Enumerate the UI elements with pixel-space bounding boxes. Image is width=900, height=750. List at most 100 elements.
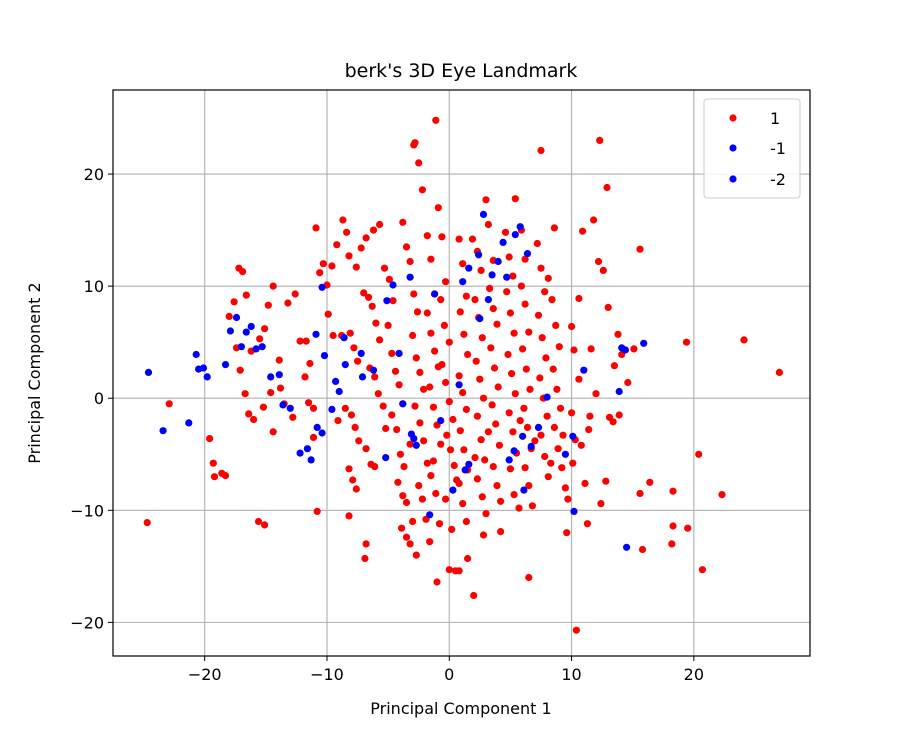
data-point-series-1: [630, 345, 638, 353]
data-point-series-1: [552, 321, 560, 329]
data-point-series-2: [407, 430, 415, 438]
data-point-series-1: [275, 356, 283, 364]
data-point-series-1: [445, 338, 453, 346]
data-point-series-1: [361, 554, 369, 563]
data-point-series-1: [411, 139, 419, 147]
data-point-series-1: [548, 296, 556, 304]
data-point-series-2: [399, 400, 407, 408]
data-point-series-1: [362, 234, 370, 242]
data-point-series-1: [489, 463, 497, 471]
data-point-series-1: [519, 345, 527, 353]
data-point-series-1: [521, 300, 529, 308]
data-point-series-1: [482, 510, 490, 518]
data-point-series-2: [303, 445, 311, 453]
data-point-series-1: [558, 464, 566, 472]
data-point-series-1: [402, 243, 411, 251]
data-point-series-2: [395, 349, 403, 357]
data-point-series-1: [488, 401, 496, 409]
data-point-series-1: [564, 495, 572, 503]
data-point-series-1: [561, 484, 570, 492]
data-point-series-2: [318, 283, 326, 291]
data-point-series-1: [482, 196, 490, 204]
y-tick-label: 10: [84, 277, 104, 296]
data-point-series-1: [261, 521, 269, 529]
data-point-series-1: [534, 311, 543, 319]
x-tick-label: −20: [188, 665, 222, 684]
data-point-series-1: [459, 500, 467, 508]
data-point-series-1: [396, 450, 404, 458]
data-point-series-1: [334, 417, 342, 425]
data-point-series-2: [159, 427, 167, 435]
data-point-series-1: [525, 482, 533, 490]
data-point-series-1: [221, 472, 230, 480]
data-point-series-1: [550, 423, 559, 431]
data-point-series-1: [355, 437, 363, 445]
data-point-series-1: [624, 378, 632, 387]
data-point-series-1: [585, 426, 593, 434]
data-point-series-2: [580, 366, 588, 374]
data-point-series-1: [569, 459, 577, 467]
data-point-series-1: [456, 427, 464, 435]
data-point-series-1: [668, 540, 676, 548]
legend-label-series-2: -1: [770, 139, 786, 158]
data-point-series-1: [429, 403, 437, 411]
data-point-series-2: [511, 231, 519, 239]
data-point-series-1: [472, 357, 480, 365]
data-point-series-1: [592, 390, 600, 398]
data-point-series-1: [577, 441, 585, 449]
data-point-series-1: [345, 252, 353, 260]
data-point-series-2: [488, 271, 496, 279]
data-point-series-1: [429, 457, 437, 465]
data-point-series-1: [536, 374, 544, 382]
data-point-series-1: [241, 390, 249, 398]
data-point-series-1: [525, 328, 533, 336]
data-point-series-2: [615, 387, 623, 396]
data-point-series-1: [438, 361, 446, 369]
data-point-series-1: [165, 400, 173, 408]
data-point-series-1: [509, 428, 517, 436]
data-point-series-1: [289, 413, 297, 421]
data-point-series-1: [538, 334, 546, 342]
data-point-series-1: [437, 296, 445, 304]
data-point-series-1: [416, 368, 424, 376]
data-point-series-2: [358, 373, 367, 381]
data-point-series-2: [226, 327, 234, 335]
data-point-series-1: [410, 290, 418, 298]
data-point-series-1: [501, 228, 510, 236]
data-point-series-1: [206, 435, 214, 443]
data-point-series-2: [543, 393, 551, 401]
data-point-series-2: [252, 345, 260, 353]
data-point-series-1: [402, 533, 411, 541]
data-point-series-1: [504, 350, 512, 359]
data-point-series-2: [286, 404, 294, 412]
legend-marker-series-2: [729, 144, 737, 152]
data-point-series-1: [395, 381, 403, 389]
data-point-series-1: [372, 319, 380, 327]
data-point-series-1: [556, 404, 565, 412]
data-point-series-2: [382, 454, 390, 462]
data-point-series-1: [352, 263, 360, 271]
data-point-series-1: [506, 465, 514, 473]
data-point-series-1: [586, 412, 594, 420]
data-point-series-1: [471, 296, 479, 304]
data-point-series-1: [597, 500, 605, 508]
data-point-series-1: [438, 233, 446, 241]
data-point-series-2: [570, 507, 578, 515]
data-point-series-2: [192, 350, 200, 359]
data-point-series-1: [376, 220, 384, 229]
y-tick-label: −20: [70, 613, 104, 632]
data-point-series-2: [484, 296, 492, 304]
data-point-series-1: [493, 320, 501, 328]
data-point-series-1: [388, 411, 396, 419]
x-axis-label: Principal Component 1: [370, 699, 551, 718]
data-point-series-2: [312, 330, 320, 338]
data-point-series-1: [345, 465, 353, 473]
data-point-series-2: [412, 441, 420, 449]
chart-title: berk's 3D Eye Landmark: [345, 60, 578, 82]
data-point-series-1: [609, 418, 617, 426]
legend-label-series-1: 1: [770, 109, 780, 128]
ticks: −20 −10 0 10 20 −20 −10 0 10 20: [70, 165, 704, 684]
data-point-series-1: [309, 404, 318, 412]
data-point-series-1: [406, 440, 414, 448]
